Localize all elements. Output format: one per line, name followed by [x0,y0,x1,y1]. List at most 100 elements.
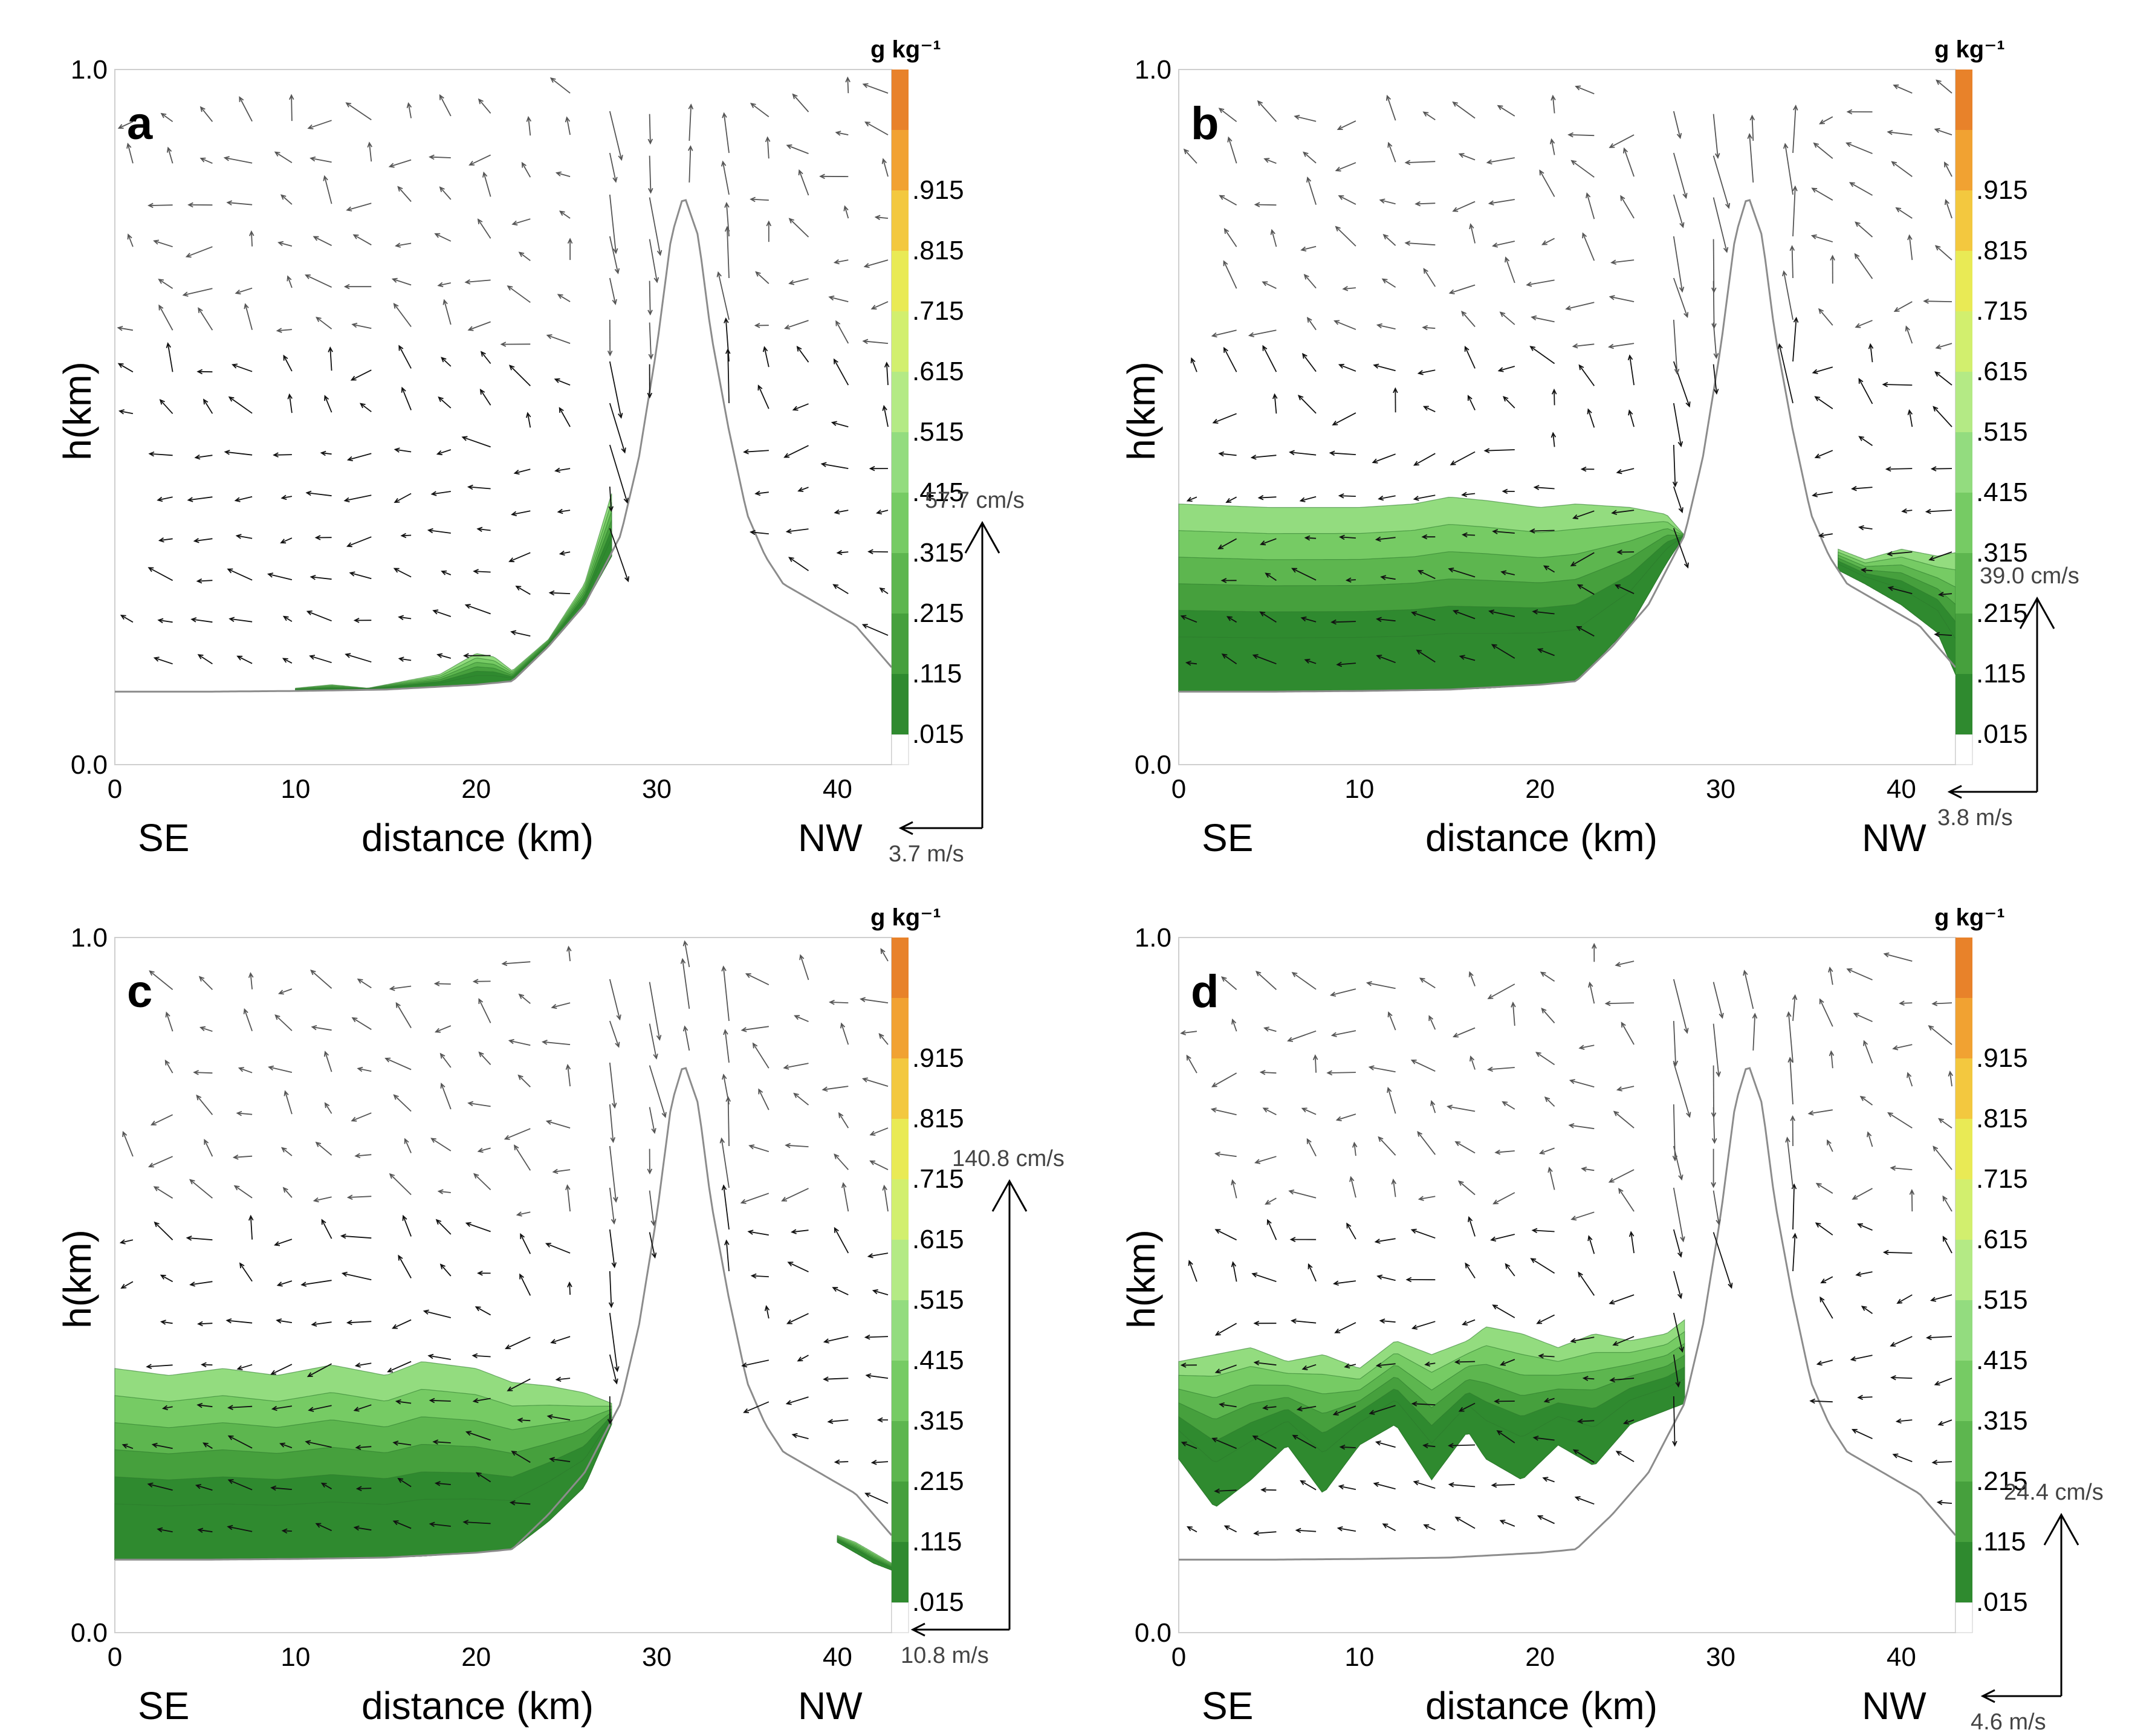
wind-vector-head [1609,295,1615,300]
wind-vector [1573,1449,1595,1463]
wind-vector [1305,537,1317,539]
wind-vector [351,369,372,381]
wind-vector-head [478,98,484,105]
wind-vector-head [1404,160,1411,166]
wind-vector-head [1576,626,1583,631]
wind-vector-head [1818,119,1825,125]
wind-vector-head [567,238,573,244]
wind-vector [1327,1072,1356,1074]
wind-vector [548,1415,571,1420]
colorbar-segment [892,130,909,190]
wind-vector [1673,152,1687,198]
colorbar-segment [1956,1361,1972,1421]
wind-vector-head [394,497,400,503]
wind-vector [1497,1430,1515,1443]
wind-vector-head [157,496,163,502]
wind-vector-head [1330,1032,1337,1037]
wind-vector-head [467,326,474,331]
wind-vector [1303,152,1317,164]
wind-vector [723,113,730,154]
wind-vector-head [1723,247,1729,253]
wind-vector-head [437,282,444,288]
wind-vector-head [647,138,653,145]
wind-vector-head [549,1457,555,1462]
wind-vector-head [832,584,839,589]
wind-vector [158,279,173,289]
wind-vector-head [1616,549,1622,555]
wind-vector-head [740,1027,747,1032]
wind-vector [389,159,412,167]
wind-vector [1267,1220,1277,1240]
wind-vector-head [1786,1011,1792,1017]
wind-vector-head [612,248,618,254]
wind-vector-head [464,604,471,609]
wind-vector [547,334,571,344]
wind-vector [438,282,451,287]
wind-vector-head [1815,1222,1821,1228]
wind-vector-head [406,102,412,109]
wind-vector-head [828,295,835,301]
wind-vector-head [427,1353,434,1359]
wind-vector-head [404,1138,409,1144]
wind-vector-head [1387,1087,1392,1093]
wind-vector [1418,369,1436,374]
colorbar-tick-label: .015 [912,1587,964,1617]
wind-vector [1852,1188,1873,1200]
wind-vector-head [1448,289,1455,294]
wind-vector [1503,396,1515,409]
wind-vector [1673,1271,1682,1298]
colorbar-segment [1956,1119,1972,1179]
wind-vector-head [158,304,164,311]
colorbar-tick-label: .815 [1976,1104,2028,1133]
wind-vector [722,161,730,195]
wind-vector-head [1181,1441,1187,1446]
wind-vector [1673,277,1688,317]
wind-vector [1314,1055,1317,1073]
wind-vector [865,1336,889,1338]
colorbar-tick-label: .815 [1976,236,2028,265]
colorbar-segment [892,553,909,614]
wind-vector [791,1229,809,1233]
wind-vector [1254,1362,1277,1366]
wind-vector-head [477,1147,484,1153]
wind-vector-head [1543,565,1549,571]
wind-vector-head [1909,1189,1915,1195]
wind-vector [1860,1096,1873,1106]
wind-vector-head [1422,1443,1429,1449]
wind-vector-head [1459,655,1465,660]
wind-vector [282,1530,292,1532]
wind-vector-head [1860,568,1867,573]
wind-vector [1288,1030,1317,1041]
direction-se-label: SE [138,1684,189,1728]
wind-vector-head [1882,1249,1889,1255]
wind-vector [1812,187,1833,201]
horizontal-scale-arrowhead [1947,785,1962,799]
wind-vector [748,1231,769,1236]
wind-vector [1609,1169,1635,1183]
wind-vector-head [612,299,617,305]
wind-vector [437,449,452,455]
wind-vector-head [306,611,313,615]
wind-vector [1673,319,1678,374]
wind-vector [860,998,889,1003]
wind-vector [1861,1306,1873,1314]
wind-vector [1586,193,1595,219]
wind-vector [649,322,652,359]
wind-vector-head [653,277,659,283]
wind-vector [395,242,412,247]
wind-vector [785,320,809,329]
wind-vector [1187,1526,1197,1533]
wind-vector-head [716,271,722,277]
wind-vector [511,1451,531,1463]
wind-vector-head [300,1281,307,1287]
wind-vector-head [1678,1174,1683,1181]
wind-vector [1673,486,1683,513]
wind-vector-head [227,1435,234,1440]
wind-vector-head [1329,991,1337,997]
wind-vector [794,1015,809,1022]
wind-vector [1388,143,1396,163]
wind-vector [236,535,253,539]
wind-vector-head [1891,161,1897,167]
wind-vector-head [757,384,763,391]
